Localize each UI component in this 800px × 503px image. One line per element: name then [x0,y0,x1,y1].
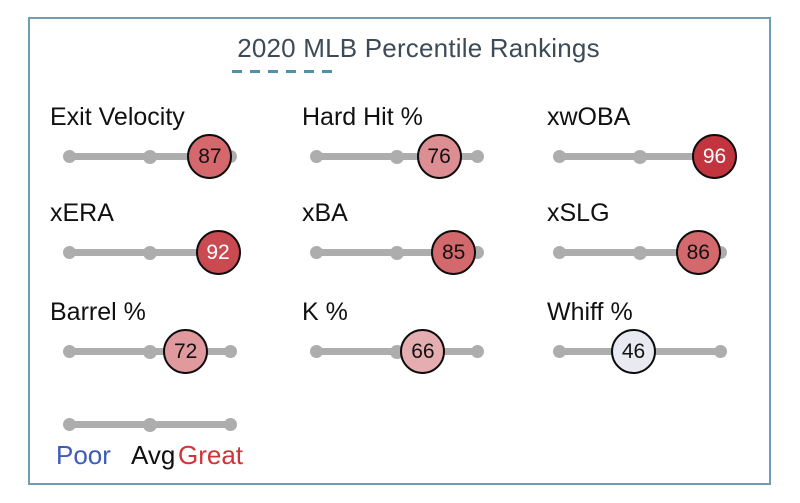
legend-label-poor: Poor [56,440,111,470]
percentile-value: 85 [442,240,466,264]
stat-label: xBA [302,199,348,227]
percentile-bubble[interactable]: 76 [416,134,462,179]
stat-cell-xslg: xSLG 86 [547,198,762,275]
percentile-slider: 85 [310,230,484,275]
stat-cell-barrel-pct: Barrel % 72 [50,297,265,374]
stat-cell-whiff-pct: Whiff % 46 [547,297,762,374]
slider-midpoint-dot [633,150,647,164]
legend-label-great: Great [178,440,244,470]
stat-label: xwOBA [547,103,631,131]
chart-title-wrap: 2020 MLB Percentile Rankings [28,33,771,64]
percentile-slider: 86 [553,230,727,275]
percentile-value: 87 [198,144,222,168]
percentile-slider: 96 [553,134,738,179]
percentile-slider: 66 [310,329,484,374]
stat-label: Whiff % [547,298,633,326]
title-dashed-underline [232,70,334,73]
percentile-bubble[interactable]: 86 [675,230,721,275]
slider-midpoint-dot [143,246,157,260]
percentile-value: 46 [621,339,646,363]
chart-title: 2020 MLB Percentile Rankings [237,33,600,63]
slider-midpoint-dot [633,246,647,260]
percentile-bubble[interactable]: 66 [400,329,446,374]
stat-label: xSLG [547,199,610,227]
legend-midpoint-dot [143,418,157,432]
percentile-value: 96 [702,144,727,168]
stat-cell-k-pct: K % 66 [302,297,517,374]
stat-label: Exit Velocity [50,103,185,131]
percentile-value: 86 [686,240,710,264]
stat-cell-xba: xBA 85 [302,198,517,275]
percentile-bubble[interactable]: 46 [611,329,657,374]
legend-scale-slider [63,402,237,447]
percentile-slider: 92 [63,230,241,275]
legend: Poor Avg Great [56,440,276,472]
percentile-bubble[interactable]: 85 [431,230,477,275]
percentile-value: 92 [206,240,230,264]
slider-midpoint-dot [390,150,404,164]
slider-midpoint-dot [143,345,157,359]
stat-cell-hard-hit-pct: Hard Hit % 76 [302,102,517,179]
percentile-slider: 72 [63,329,237,374]
stat-label: K % [302,298,348,326]
percentile-value: 72 [173,339,198,363]
stat-cell-xera: xERA 92 [50,198,265,275]
panel-border [28,17,771,485]
legend-label-avg: Avg [131,440,176,470]
percentile-bubble[interactable]: 92 [195,230,241,275]
stat-cell-exit-velocity: Exit Velocity 87 [50,102,265,179]
percentile-value: 66 [411,339,435,363]
percentile-slider: 76 [310,134,484,179]
percentile-slider: 46 [553,329,727,374]
stat-cell-xwoba: xwOBA 96 [547,102,762,179]
stat-label: Hard Hit % [302,103,423,131]
percentile-slider: 87 [63,134,237,179]
stat-label: Barrel % [50,298,146,326]
slider-midpoint-dot [390,246,404,260]
percentile-bubble[interactable]: 96 [692,134,738,179]
stat-label: xERA [50,199,114,227]
percentile-value: 76 [427,144,451,168]
percentile-bubble[interactable]: 87 [187,134,233,179]
percentile-bubble[interactable]: 72 [163,329,209,374]
slider-midpoint-dot [143,150,157,164]
